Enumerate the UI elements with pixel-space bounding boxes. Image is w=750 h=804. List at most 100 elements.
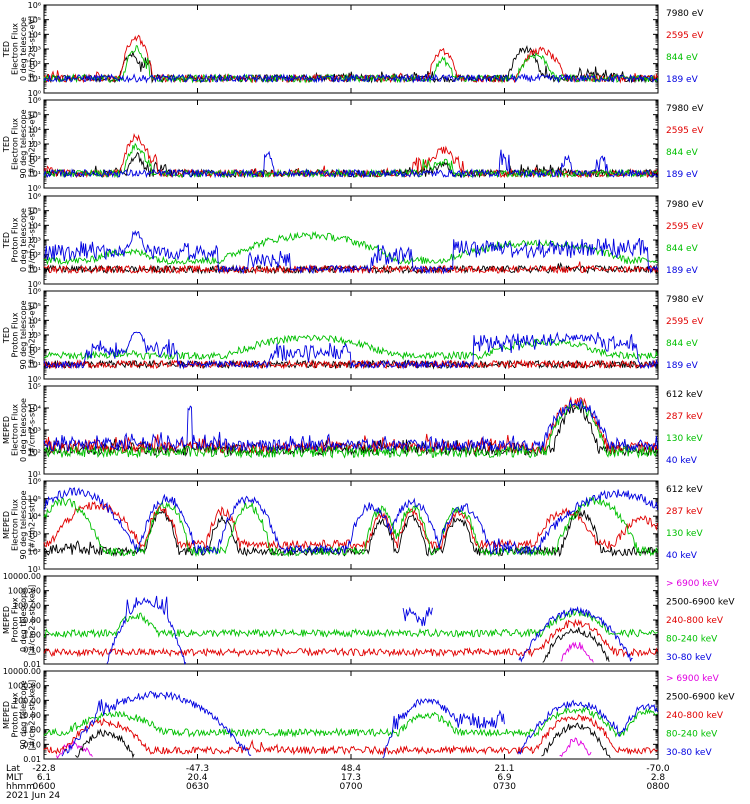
y-tick-label: 10⁵	[28, 302, 41, 311]
legend-entry: 844 eV	[666, 339, 699, 349]
legend-entry: 844 eV	[666, 53, 699, 63]
y-tick-label: 10⁴	[28, 221, 41, 230]
y-tick-label: 10²	[28, 60, 41, 69]
legend-entry: 2595 eV	[666, 31, 704, 41]
y-tick-label: 1000.00	[8, 682, 41, 691]
y-tick-label: 0.10	[23, 645, 41, 654]
legend-entry: 2595 eV	[666, 222, 704, 232]
y-axis-label: TED	[2, 136, 11, 153]
legend-entry: > 6900 keV	[666, 579, 720, 589]
y-tick-label: 0.01	[23, 660, 41, 669]
y-tick-label: 10³	[28, 331, 41, 340]
x-row-value: -22.8	[32, 764, 56, 774]
y-axis-label: 90 deg telescope	[19, 490, 28, 559]
series-trace-2500-6900-kev	[75, 722, 611, 759]
y-tick-label: 10⁴	[28, 125, 41, 134]
legend-entry: > 6900 keV	[666, 674, 720, 684]
series-trace-30-80-kev	[61, 690, 658, 759]
series-trace-612-kev	[43, 508, 658, 558]
y-tick-label: 10¹	[28, 74, 41, 83]
x-row-value: 21.1	[494, 764, 514, 774]
y-axis-label: [#/cm2-s-str-eV]	[28, 207, 37, 273]
x-row-value: 0800	[647, 782, 670, 792]
x-row-value: 17.3	[341, 773, 361, 783]
series-trace-240-800-kev	[43, 714, 658, 756]
legend-entry: 189 eV	[666, 266, 699, 276]
legend-entry: 844 eV	[666, 148, 699, 158]
y-axis-label: MEPED	[2, 416, 11, 444]
y-axis-label: Electron Flux	[11, 23, 20, 75]
legend-entry: 2595 eV	[666, 126, 704, 136]
panel-frame-meped-e-0	[43, 385, 659, 475]
y-tick-label: 10⁵	[28, 382, 41, 391]
y-axis-label: [#/cm2-s-str-keV]	[28, 680, 37, 751]
y-axis-label: Electron Flux	[11, 499, 20, 551]
y-tick-label: 10000.00	[3, 667, 41, 676]
panel-frame-meped-e-90	[43, 480, 659, 570]
y-tick-label: 1.00	[23, 631, 41, 640]
x-row-value: 6.9	[497, 773, 512, 783]
legend-entry: 612 keV	[666, 485, 703, 495]
y-tick-label: 10³	[28, 426, 41, 435]
y-axis-label: MEPED	[2, 606, 11, 634]
y-tick-label: 10000.00	[3, 572, 41, 581]
y-axis-label: 90 deg telescope	[19, 680, 28, 749]
series-trace-189-ev	[43, 149, 658, 179]
series-trace-189-ev	[43, 229, 658, 275]
y-tick-label: 10²	[28, 346, 41, 355]
x-row-value: 6.1	[37, 773, 51, 783]
y-tick-label: 10⁶	[28, 192, 41, 201]
legend-entry: 40 keV	[666, 456, 698, 466]
y-axis-label: 0 deg telescope	[19, 17, 28, 81]
series-trace-844-ev	[43, 334, 658, 361]
y-axis-label: MEPED	[2, 701, 11, 729]
x-row-value: -70.0	[646, 764, 670, 774]
legend-entry: 7980 eV	[666, 295, 704, 305]
x-row-value: 0700	[340, 782, 363, 792]
x-row-label: Lat	[6, 764, 21, 774]
x-row-value: 20.4	[187, 773, 207, 783]
y-tick-label: 10⁰	[28, 375, 41, 384]
y-tick-label: 10³	[28, 530, 41, 539]
y-tick-label: 10³	[28, 236, 41, 245]
legend-entry: 2500-6900 keV	[666, 598, 735, 608]
series-trace-189-ev	[43, 73, 658, 84]
y-tick-label: 10⁶	[28, 287, 41, 296]
panel-frame-meped-p-0	[43, 575, 659, 665]
y-axis-label: Proton Flux	[11, 312, 20, 357]
y-axis-label: 0 deg telescope	[19, 398, 28, 462]
y-tick-label: 100.00	[13, 696, 41, 705]
series-trace-40-kev	[43, 487, 658, 556]
series-trace-2595-ev	[43, 261, 658, 275]
y-axis-label: [#/cm2-s-str-eV]	[28, 111, 37, 177]
y-tick-label: 10⁴	[28, 404, 41, 413]
y-tick-label: 10⁴	[28, 512, 41, 521]
y-axis-label: [#/cm2-s-str-eV]	[28, 302, 37, 368]
y-tick-label: 1000.00	[8, 587, 41, 596]
series-trace-844-ev	[43, 231, 658, 266]
legend-entry: 80-240 keV	[666, 730, 718, 740]
y-tick-label: 0.01	[23, 755, 41, 764]
y-tick-label: 10⁵	[28, 111, 41, 120]
series-trace-2500-6900-kev	[542, 627, 610, 663]
y-tick-label: 10⁶	[28, 477, 41, 486]
y-axis-label: 90 deg telescope	[19, 109, 28, 178]
x-row-value: -47.3	[186, 764, 209, 774]
legend-entry: 40 keV	[666, 551, 698, 561]
legend-entry: 2595 eV	[666, 317, 704, 327]
y-axis-label: [#/cm2-s-str]	[28, 403, 37, 456]
y-axis-label: [#/cm2-s-str]	[28, 498, 37, 551]
y-axis-label: Proton Flux	[11, 692, 20, 737]
y-axis-label: TED	[2, 41, 11, 58]
y-tick-label: 10²	[28, 155, 41, 164]
y-tick-label: 10¹	[28, 169, 41, 178]
y-tick-label: 10.00	[18, 616, 41, 625]
y-axis-label: 90 deg telescope	[19, 300, 28, 369]
series-trace-612-kev	[43, 403, 658, 457]
y-tick-label: 10⁵	[28, 495, 41, 504]
legend-entry: 130 keV	[666, 529, 703, 539]
y-tick-label: 10⁶	[28, 1, 41, 10]
y-axis-label: [#/cm2-s-str-eV]	[28, 16, 37, 82]
series-trace-130-kev	[43, 400, 658, 459]
